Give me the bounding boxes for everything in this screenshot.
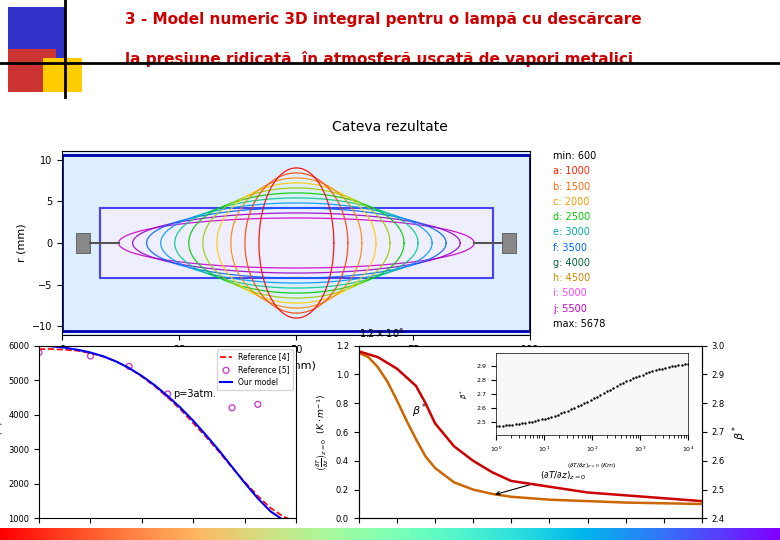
Reference [4] <box>112 358 121 365</box>
Text: min: 600: min: 600 <box>553 151 596 161</box>
Text: p=3atm.: p=3atm. <box>173 389 216 400</box>
Reference [5] <box>33 348 45 357</box>
Reference [5] <box>122 362 136 370</box>
Y-axis label: r (mm): r (mm) <box>16 224 27 262</box>
Our model <box>48 343 57 349</box>
Reference [4] <box>48 346 57 352</box>
Text: 3 - Model numeric 3D integral pentru o lampă cu descărcare: 3 - Model numeric 3D integral pentru o l… <box>125 12 641 26</box>
Text: c: 2000: c: 2000 <box>553 197 590 207</box>
Text: e: 3000: e: 3000 <box>553 227 590 238</box>
Reference [4] <box>253 492 262 499</box>
Legend: Reference [4], Reference [5], Our model: Reference [4], Reference [5], Our model <box>218 349 292 390</box>
Reference [4] <box>279 514 289 520</box>
Our model <box>228 464 237 470</box>
Reference [4] <box>124 365 134 372</box>
Reference [5] <box>251 400 264 409</box>
Our model <box>253 495 262 502</box>
Our model <box>279 517 289 523</box>
Text: j: 5500: j: 5500 <box>553 303 587 314</box>
Reference [4] <box>163 394 172 401</box>
Bar <box>8 49 56 92</box>
Text: i: 5000: i: 5000 <box>553 288 587 298</box>
Our model <box>215 448 224 454</box>
Our model <box>292 522 301 529</box>
Text: max: 5678: max: 5678 <box>553 319 605 329</box>
Reference [4] <box>150 383 159 390</box>
Reference [4] <box>292 518 301 525</box>
Reference [4] <box>201 434 211 441</box>
Reference [4] <box>98 353 108 360</box>
Reference [5] <box>84 352 97 360</box>
Y-axis label: $\beta^*$: $\beta^*$ <box>731 424 749 440</box>
Reference [4] <box>34 346 44 352</box>
Text: f: 3500: f: 3500 <box>553 242 587 253</box>
Text: $(\partial T/\partial z)_{z=0}$: $(\partial T/\partial z)_{z=0}$ <box>496 469 587 495</box>
Reference [5] <box>161 390 174 399</box>
Reference [4] <box>228 464 237 471</box>
Our model <box>163 393 172 399</box>
Text: $1.2\times10^6$: $1.2\times10^6$ <box>359 327 404 340</box>
Line: Reference [4]: Reference [4] <box>39 349 296 522</box>
Reference [4] <box>73 348 83 354</box>
Our model <box>98 353 108 360</box>
Reference [4] <box>189 420 198 427</box>
Our model <box>34 342 44 349</box>
Reference [4] <box>60 347 69 353</box>
Bar <box>8 7 66 63</box>
Bar <box>502 233 516 253</box>
Line: Our model: Our model <box>39 346 296 525</box>
X-axis label: z (mm): z (mm) <box>276 360 317 370</box>
Text: a: 1000: a: 1000 <box>553 166 590 177</box>
Reference [4] <box>86 350 95 356</box>
Reference [4] <box>176 406 186 413</box>
Reference [4] <box>240 479 250 485</box>
Text: $\beta^*$: $\beta^*$ <box>412 402 427 420</box>
Reference [4] <box>215 449 224 455</box>
Text: g: 4000: g: 4000 <box>553 258 590 268</box>
Our model <box>112 358 121 365</box>
Our model <box>150 382 159 389</box>
Bar <box>100 208 493 278</box>
Bar <box>76 233 90 253</box>
Text: h: 4500: h: 4500 <box>553 273 590 283</box>
Our model <box>137 373 147 379</box>
Our model <box>124 365 134 372</box>
Our model <box>60 345 69 351</box>
Our model <box>201 432 211 438</box>
Text: d: 2500: d: 2500 <box>553 212 590 222</box>
Our model <box>240 480 250 487</box>
Text: b: 1500: b: 1500 <box>553 181 590 192</box>
Bar <box>43 58 82 92</box>
Y-axis label: T (K): T (K) <box>0 421 2 443</box>
Our model <box>86 349 95 356</box>
Our model <box>189 418 198 424</box>
Reference [5] <box>226 403 239 412</box>
Our model <box>176 404 186 411</box>
Reference [4] <box>266 505 275 511</box>
Reference [4] <box>137 374 147 380</box>
Text: la presiune ridicată  în atmosferă uscată de vapori metalici: la presiune ridicată în atmosferă uscată… <box>125 51 633 66</box>
Y-axis label: $\left(\frac{\partial T}{\partial z}\right)_{z=0}\ \ (K\cdot m^{-1})$: $\left(\frac{\partial T}{\partial z}\rig… <box>314 394 330 470</box>
Our model <box>266 508 275 515</box>
Our model <box>73 347 83 353</box>
Text: Cateva rezultate: Cateva rezultate <box>332 120 448 134</box>
